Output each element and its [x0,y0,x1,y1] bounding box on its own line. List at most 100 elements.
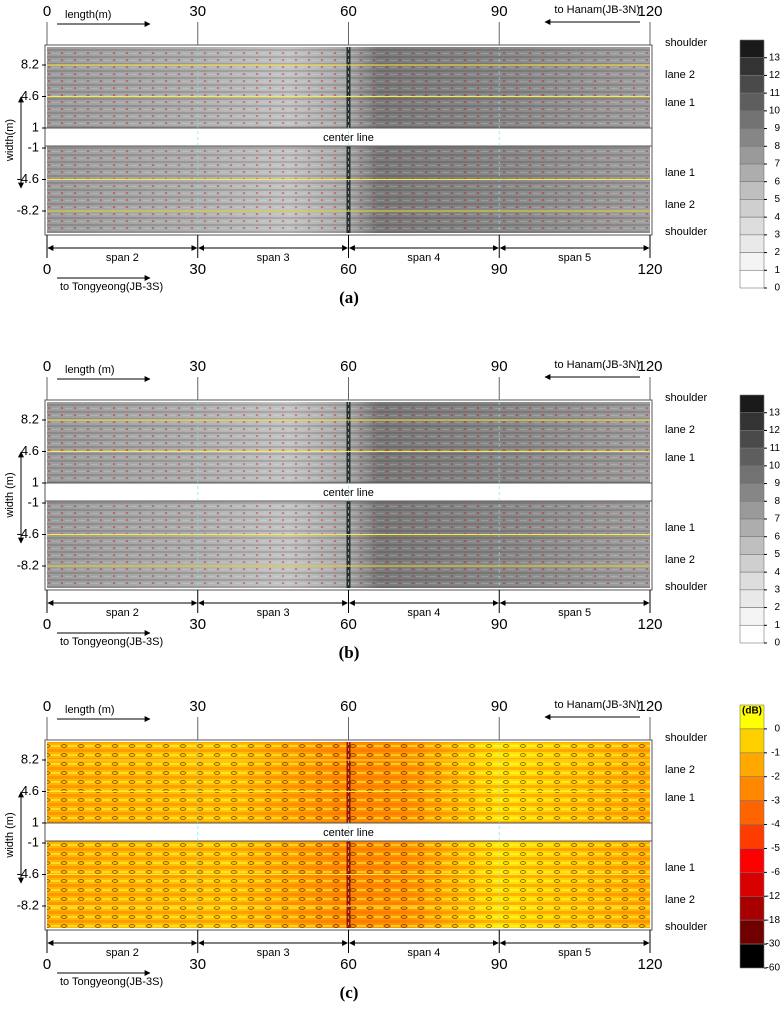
colorbar-tick-label: -3 [771,795,780,806]
pier-line [346,742,351,823]
colorbar-tick-label: 10 [769,460,781,471]
x-tick-label: 90 [491,261,508,278]
direction-bottom: to Tongyeong(JB-3S) [60,636,163,648]
colorbar-tick-label: 11 [770,443,781,454]
y-tick-label: 1 [32,119,39,134]
span-label: span 2 [106,252,139,264]
span-label: span 5 [558,607,591,619]
colorbar-box [739,110,765,129]
colorbar-tick-label: 13 [769,407,781,418]
colorbar-box [739,145,765,165]
y-tick-label: -1 [27,139,39,154]
colorbar-box [739,554,765,573]
x-tick-label: 90 [491,956,508,973]
colorbar-box [739,412,765,431]
colorbar-tick-label: 3 [774,584,780,595]
colorbar-unit: (dB) [742,706,762,717]
colorbar-box [739,394,765,414]
colorbar-box [739,128,765,147]
y-tick-label: 4.6 [21,783,39,798]
pier-line [346,402,351,483]
x-tick-label: 0 [43,3,51,20]
colorbar-box [739,872,765,897]
span-label: span 4 [407,252,440,264]
colorbar-tick-label: 2 [774,247,780,258]
colorbar-tick-label: 9 [774,123,780,134]
x-tick-label: 60 [340,956,357,973]
x-tick-label: 0 [43,616,51,633]
x-tick-label: 60 [340,261,357,278]
colorbar-tick-label: 5 [774,549,780,560]
colorbar-box [739,848,765,873]
x-tick-label: 30 [189,616,206,633]
lane-label: lane 1 [665,862,695,874]
lane-label: lane 2 [665,424,695,436]
x-tick-label: 120 [637,698,662,715]
x-tick-label: 30 [189,698,206,715]
span-label: span 3 [257,947,290,959]
colorbar-tick-label: -18 [766,915,781,926]
lane-label: shoulder [665,921,708,933]
colorbar-tick-label: 2 [774,602,780,613]
colorbar-tick-label: -2 [771,771,780,782]
colorbar-tick-label: -4 [771,819,780,830]
colorbar-box [739,430,765,449]
colorbar-box [739,800,765,825]
lane-label: shoulder [665,37,708,49]
lane-label: shoulder [665,581,708,593]
colorbar-tick-label: 5 [774,194,780,205]
x-tick-label: 90 [491,3,508,20]
x-tick-label: 30 [189,956,206,973]
colorbar-tick-label: 7 [774,159,780,170]
span-label: span 4 [407,947,440,959]
colorbar-tick-label: -60 [766,963,781,974]
lane-label: lane 1 [665,522,695,534]
span-label: span 5 [558,947,591,959]
y-tick-label: 1 [32,814,39,829]
direction-bottom: to Tongyeong(JB-3S) [60,281,163,293]
pier-line [346,841,351,928]
colorbar-tick-label: 4 [774,212,780,223]
colorbar-box [739,181,765,200]
colorbar-box [739,589,765,608]
x-tick-label: 120 [637,956,662,973]
colorbar-tick-label: -1 [771,747,780,758]
x-tick-label: 30 [189,358,206,375]
colorbar-box [739,252,765,271]
span-label: span 2 [106,607,139,619]
y-tick-label: -4.6 [17,866,39,881]
colorbar-box [739,943,765,969]
span-label: span 5 [558,252,591,264]
y-tick-label: 8.2 [21,56,39,71]
colorbar-tick-label: 3 [774,229,780,240]
colorbar-tick-label: 0 [774,638,780,649]
lane-label: lane 2 [665,554,695,566]
colorbar-tick-label: 11 [770,88,781,99]
colorbar-box [739,728,765,754]
colorbar-tick-label: 1 [774,265,780,276]
span-label: span 4 [407,607,440,619]
colorbar-tick-label: -6 [771,867,780,878]
length-label: length (m) [65,704,115,716]
lane-label: shoulder [665,732,708,744]
colorbar-box [739,483,765,502]
direction-top: to Hanam(JB-3N) [554,699,640,711]
pier-line [346,146,351,233]
x-tick-label: 0 [43,956,51,973]
lane-label: lane 1 [665,167,695,179]
colorbar-tick-label: 7 [774,514,780,525]
x-tick-label: 0 [43,358,51,375]
y-tick-label: -1 [27,834,39,849]
y-tick-label: 8.2 [21,411,39,426]
colorbar-box [739,919,765,945]
y-tick-label: -4.6 [17,171,39,186]
colorbar-box [739,216,765,236]
colorbar-box [739,75,765,94]
x-tick-label: 0 [43,261,51,278]
colorbar-tick-label: 13 [769,52,781,63]
y-tick-label: 4.6 [21,443,39,458]
